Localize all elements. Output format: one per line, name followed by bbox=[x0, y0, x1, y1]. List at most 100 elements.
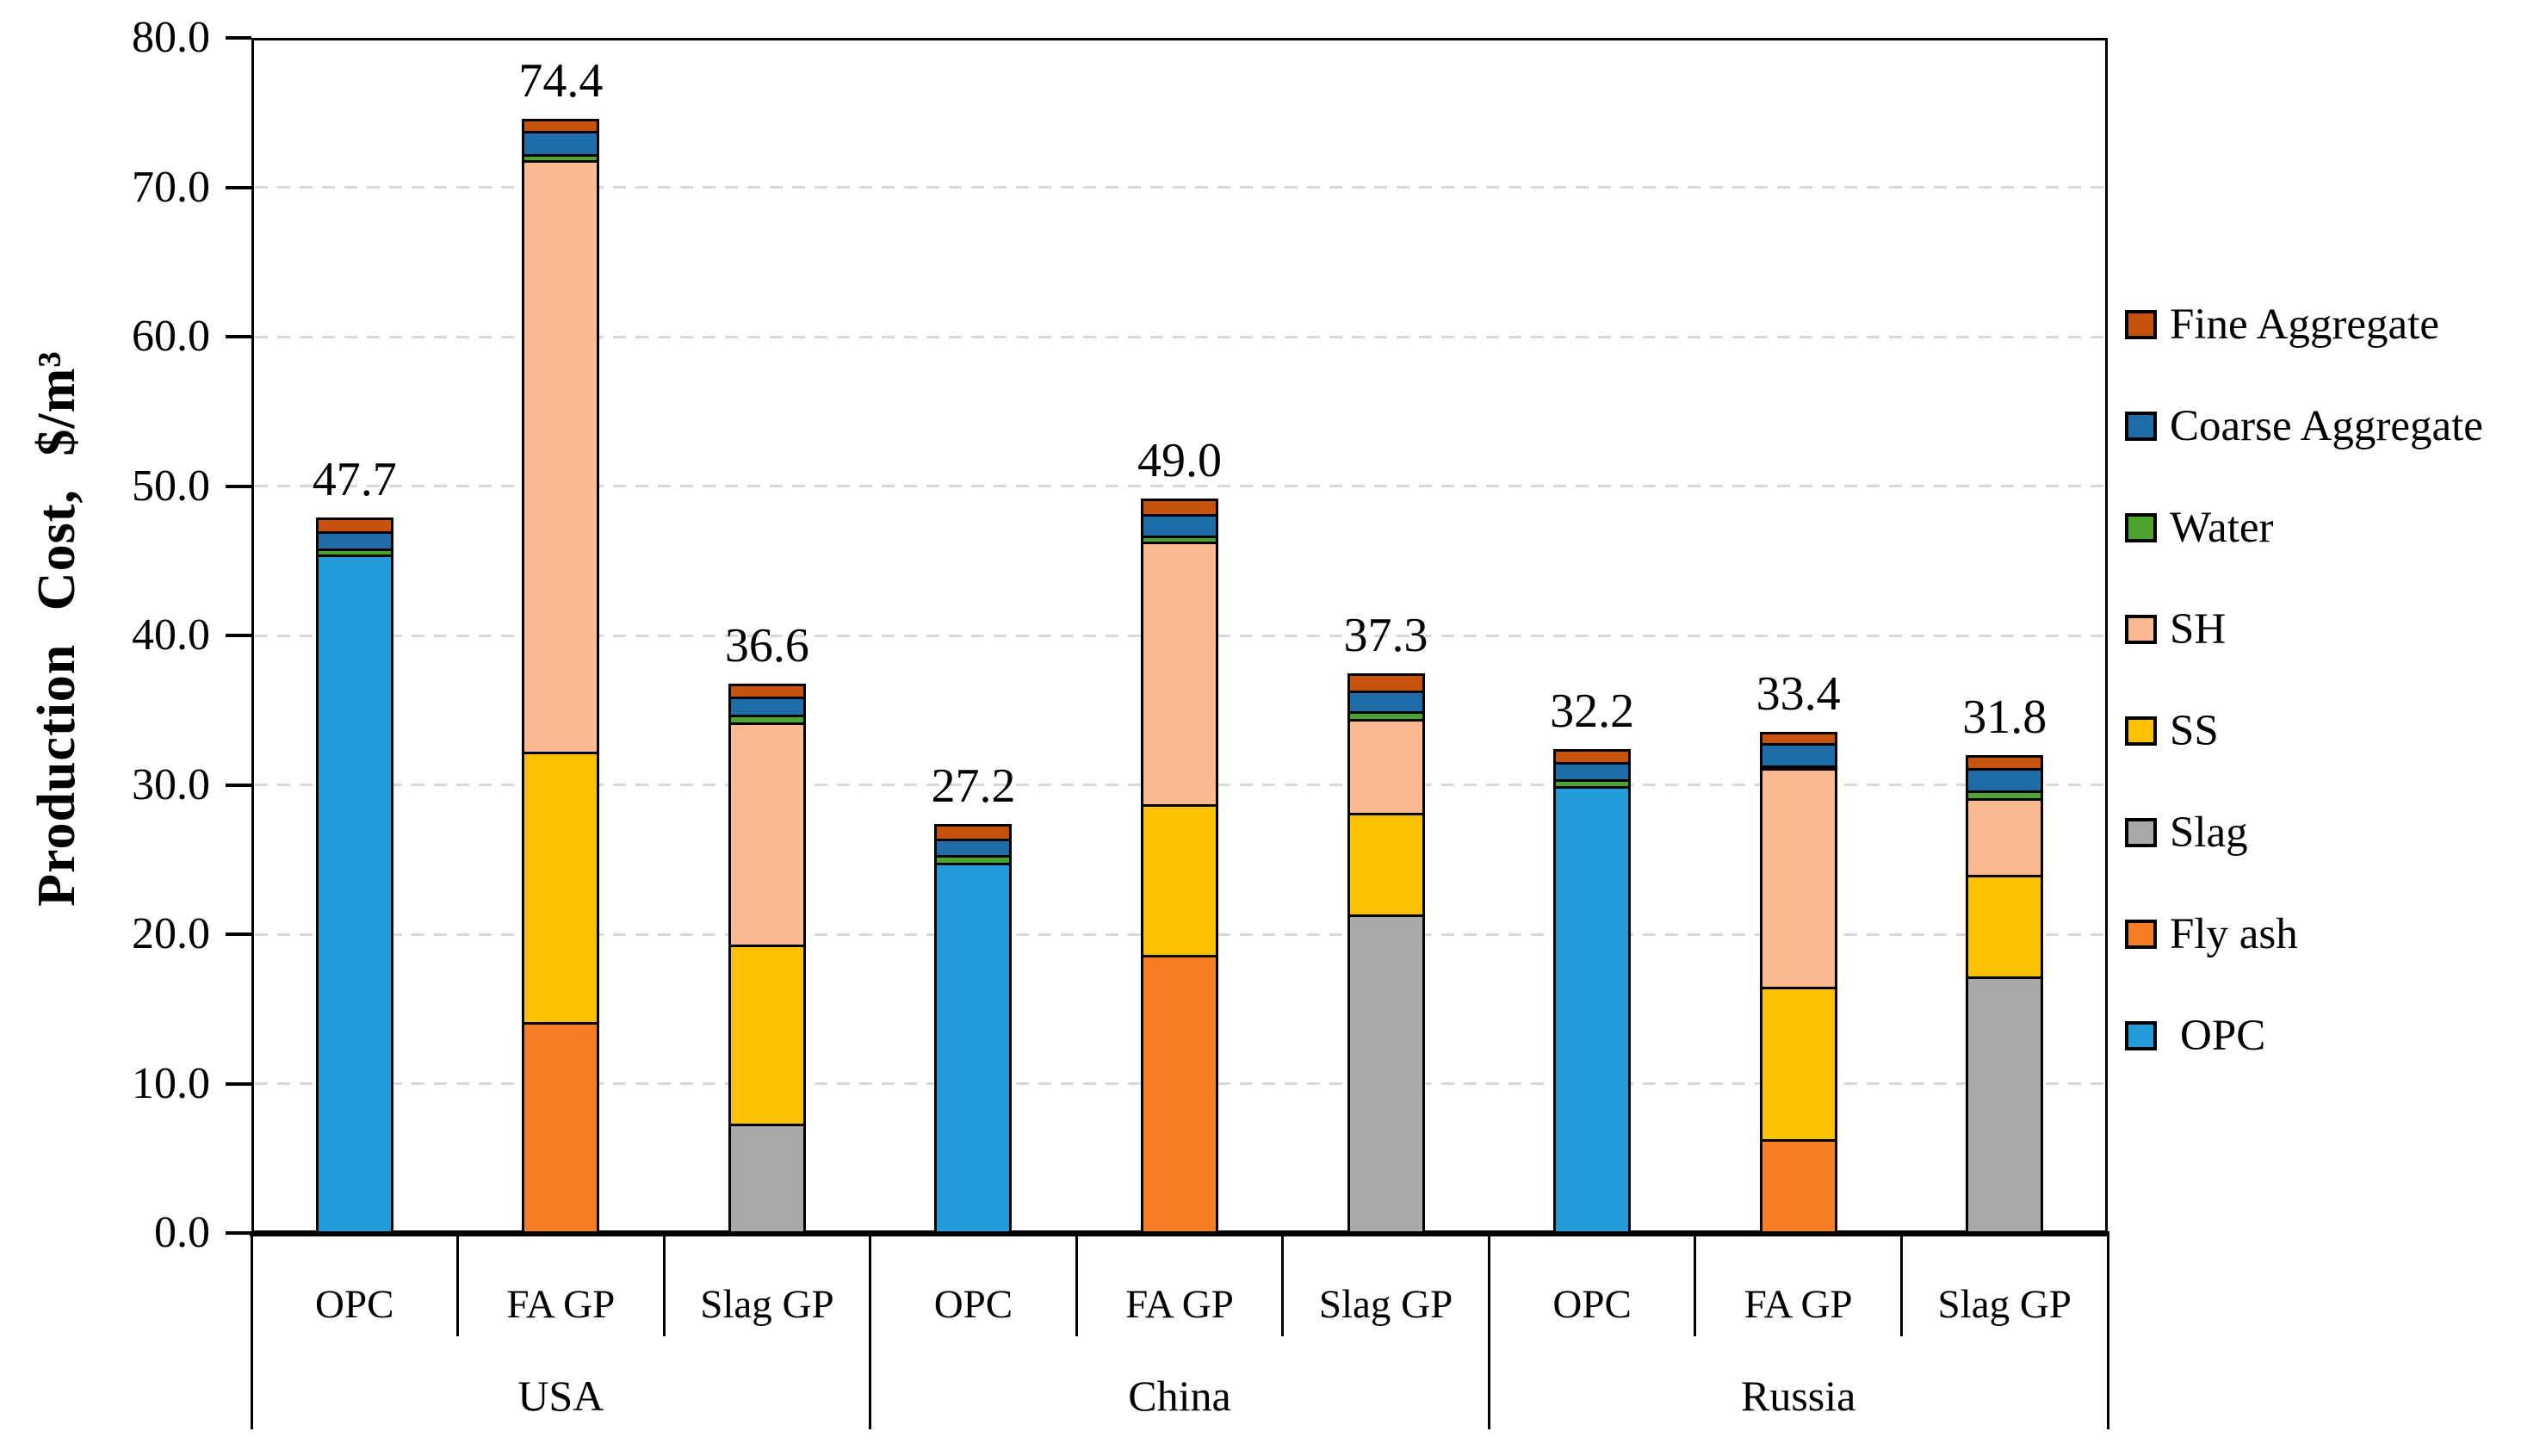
y-axis-tick bbox=[226, 335, 251, 338]
bar-value-label: 37.3 bbox=[1343, 608, 1428, 662]
bar-segment-opc bbox=[937, 862, 1010, 1233]
bar-segment-ss bbox=[1762, 986, 1835, 1139]
y-axis-tick-label: 0.0 bbox=[154, 1208, 210, 1257]
bar-segment-water bbox=[1143, 535, 1216, 542]
gridline bbox=[255, 335, 2104, 338]
bar-segment-sh bbox=[524, 160, 598, 753]
bar-segment-water bbox=[318, 548, 391, 555]
bar-value-label: 47.7 bbox=[312, 453, 397, 507]
bar-segment-coarse-aggregate bbox=[1349, 691, 1422, 712]
bar-slag-gp-2 bbox=[728, 683, 806, 1236]
bar-segment-coarse-aggregate bbox=[524, 130, 598, 155]
x-axis-category-label: FA GP bbox=[506, 1282, 616, 1327]
legend-item-water: Water bbox=[2125, 504, 2273, 552]
y-axis-tick-label: 30.0 bbox=[132, 759, 210, 809]
x-axis-group-label: Russia bbox=[1740, 1372, 1856, 1420]
y-axis-tick bbox=[226, 783, 251, 787]
y-axis-tick bbox=[226, 185, 251, 189]
x-axis-category-label: Slag GP bbox=[1937, 1282, 2072, 1327]
category-divider bbox=[662, 1233, 666, 1336]
y-axis-tick-label: 50.0 bbox=[132, 461, 210, 511]
legend-swatch-fly-ash bbox=[2125, 920, 2157, 949]
bar-segment-fine-aggregate bbox=[1349, 675, 1422, 691]
bar-opc-0 bbox=[315, 517, 393, 1236]
bar-segment-ss bbox=[1968, 874, 2041, 976]
bar-segment-water bbox=[937, 855, 1010, 863]
bar-segment-water bbox=[1349, 711, 1422, 720]
bar-segment-fine-aggregate bbox=[730, 685, 803, 697]
legend-item-fine-aggregate: Fine Aggregate bbox=[2125, 300, 2439, 349]
bar-segment-coarse-aggregate bbox=[1143, 514, 1216, 536]
x-axis-category-label: OPC bbox=[315, 1282, 394, 1327]
legend-swatch-water bbox=[2125, 513, 2157, 542]
bar-segment-coarse-aggregate bbox=[730, 697, 803, 715]
x-axis-category-label: OPC bbox=[1552, 1282, 1632, 1327]
legend-item-coarse-aggregate: Coarse Aggregate bbox=[2125, 402, 2483, 450]
bar-segment-fly-ash bbox=[1762, 1138, 1835, 1233]
bar-segment-sh bbox=[1349, 719, 1422, 814]
y-axis-tick bbox=[226, 1081, 251, 1086]
group-divider bbox=[250, 1233, 253, 1429]
bar-segment-ss bbox=[1143, 804, 1216, 956]
bar-segment-fine-aggregate bbox=[318, 520, 391, 531]
group-divider bbox=[1487, 1233, 1490, 1429]
category-divider bbox=[1694, 1233, 1697, 1336]
category-divider bbox=[1281, 1233, 1285, 1336]
legend-swatch-ss bbox=[2125, 716, 2157, 746]
bar-fa-gp-4 bbox=[1141, 498, 1218, 1236]
bar-fa-gp-7 bbox=[1759, 731, 1837, 1236]
bar-segment-opc bbox=[318, 555, 391, 1233]
gridline bbox=[255, 485, 2104, 487]
bar-segment-fine-aggregate bbox=[1762, 734, 1835, 743]
y-axis-tick-label: 80.0 bbox=[132, 13, 210, 62]
y-axis-tick-label: 60.0 bbox=[132, 312, 210, 361]
legend-item-sh: SH bbox=[2125, 605, 2226, 654]
bar-fa-gp-1 bbox=[522, 119, 600, 1236]
y-axis-tick bbox=[226, 1231, 251, 1235]
bar-segment-ss bbox=[524, 752, 598, 1023]
bar-segment-coarse-aggregate bbox=[937, 838, 1010, 856]
bar-segment-coarse-aggregate bbox=[1556, 762, 1629, 779]
bar-segment-water bbox=[1762, 765, 1835, 769]
legend-label: Fine Aggregate bbox=[2170, 300, 2439, 349]
bar-segment-water bbox=[524, 154, 598, 161]
bar-segment-fine-aggregate bbox=[1143, 500, 1216, 515]
bar-value-label: 33.4 bbox=[1756, 666, 1841, 721]
legend-label: Fly ash bbox=[2170, 910, 2298, 958]
bar-value-label: 31.8 bbox=[1962, 691, 2047, 745]
x-axis-category-label: Slag GP bbox=[700, 1282, 834, 1327]
legend-item-opc: OPC bbox=[2125, 1012, 2265, 1060]
bar-segment-sh bbox=[730, 722, 803, 945]
category-divider bbox=[456, 1233, 460, 1336]
x-axis-category-label: Slag GP bbox=[1318, 1282, 1453, 1327]
bar-slag-gp-8 bbox=[1966, 755, 2044, 1236]
bar-segment-slag bbox=[1968, 976, 2041, 1233]
y-axis-tick-label: 40.0 bbox=[132, 610, 210, 660]
y-axis-tick-label: 70.0 bbox=[132, 162, 210, 212]
bar-value-label: 49.0 bbox=[1137, 433, 1222, 487]
legend-item-slag: Slag bbox=[2125, 809, 2248, 857]
legend-label: Coarse Aggregate bbox=[2170, 402, 2483, 450]
bar-segment-ss bbox=[1349, 813, 1422, 915]
bar-segment-fine-aggregate bbox=[1556, 752, 1629, 763]
bar-segment-slag bbox=[730, 1124, 803, 1233]
bar-segment-slag bbox=[1349, 914, 1422, 1233]
bar-value-label: 74.4 bbox=[518, 54, 604, 108]
bar-slag-gp-5 bbox=[1347, 672, 1425, 1236]
legend-swatch-fine-aggregate bbox=[2125, 310, 2157, 339]
y-axis-tick bbox=[226, 36, 251, 40]
legend-swatch-coarse-aggregate bbox=[2125, 412, 2157, 441]
legend-item-fly-ash: Fly ash bbox=[2125, 910, 2298, 958]
y-axis-tick-label: 20.0 bbox=[132, 909, 210, 958]
x-axis-category-label: FA GP bbox=[1125, 1282, 1234, 1327]
legend-swatch-opc bbox=[2125, 1021, 2157, 1050]
bar-opc-6 bbox=[1553, 749, 1632, 1236]
x-axis-group-label: China bbox=[1128, 1372, 1231, 1420]
bar-segment-coarse-aggregate bbox=[1762, 742, 1835, 765]
group-divider bbox=[869, 1233, 872, 1429]
category-divider bbox=[1899, 1233, 1903, 1336]
legend-label: SH bbox=[2170, 605, 2227, 654]
bar-value-label: 36.6 bbox=[724, 618, 809, 672]
gridline bbox=[255, 186, 2104, 189]
y-axis-tick bbox=[226, 484, 251, 488]
